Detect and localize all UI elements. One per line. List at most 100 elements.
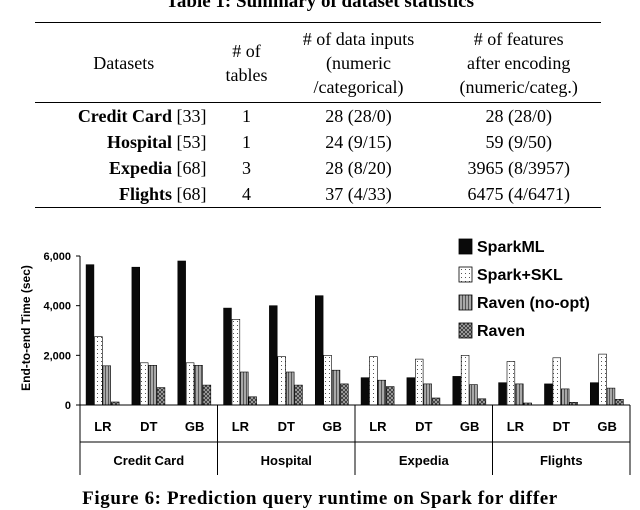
- header-features-line: after encoding: [466, 53, 571, 73]
- x-model-label: DT: [415, 419, 432, 434]
- legend-label: Raven (no-opt): [477, 295, 590, 312]
- features-cell: 59 (9/50): [485, 131, 552, 152]
- tables-cell: 1: [242, 105, 252, 126]
- bar-raven-no-opt: [606, 387, 616, 406]
- y-tick-label: 6,000: [43, 251, 71, 263]
- x-model-label: GB: [597, 419, 617, 434]
- x-model-label: LR: [507, 419, 525, 434]
- header-tables: # of tables: [212, 23, 280, 103]
- dataset-ref: [53]: [176, 131, 207, 152]
- x-model-label: LR: [232, 419, 250, 434]
- table-header-row: Datasets # of tables # of data inputs (n…: [35, 22, 601, 103]
- header-inputs-line: (numeric: [326, 53, 391, 73]
- legend-label: Spark+SKL: [477, 267, 563, 284]
- legend-swatch: [458, 266, 473, 283]
- bar-raven-no-opt: [423, 383, 432, 406]
- bar-raven: [294, 384, 303, 406]
- bar-spark-skl: [140, 362, 149, 406]
- bar-raven: [431, 397, 441, 406]
- bar-raven-no-opt: [148, 365, 157, 406]
- features-cell: 6475 (4/6471): [467, 183, 570, 204]
- dataset-ref: [68]: [176, 183, 207, 204]
- bar-raven-no-opt: [240, 371, 249, 406]
- header-data-inputs: # of data inputs (numeric /categorical): [281, 23, 437, 103]
- header-tables-line: # of: [232, 41, 261, 61]
- bar-spark-skl: [94, 336, 103, 406]
- table-row: Hospital [53] 1 24 (9/15) 59 (9/50): [35, 129, 601, 155]
- x-model-label: GB: [185, 419, 205, 434]
- bar-raven-no-opt: [331, 369, 341, 406]
- table-row: Credit Card [33] 1 28 (28/0) 28 (28/0): [35, 103, 601, 130]
- bar-spark-skl: [369, 356, 378, 406]
- legend-label: Raven: [477, 323, 525, 340]
- x-group-label: Expedia: [399, 453, 450, 468]
- bar-raven: [615, 399, 624, 406]
- bar-sparkml: [544, 383, 553, 406]
- legend-label: SparkML: [477, 239, 545, 256]
- bar-raven: [248, 396, 257, 406]
- bar-raven-no-opt: [102, 365, 112, 406]
- dataset-name: Hospital: [106, 131, 172, 152]
- y-axis-label: End-to-end Time (sec): [19, 265, 33, 391]
- x-model-label: DT: [140, 419, 157, 434]
- bar-raven: [477, 398, 487, 406]
- bar-spark-skl: [506, 361, 516, 406]
- inputs-cell: 24 (9/15): [325, 131, 392, 152]
- tables-cell: 4: [242, 183, 252, 204]
- legend-swatch: [458, 294, 473, 311]
- x-model-label: GB: [322, 419, 342, 434]
- inputs-cell: 28 (8/20): [325, 157, 392, 178]
- header-inputs-line: # of data inputs: [302, 29, 415, 49]
- bar-raven: [156, 387, 166, 406]
- y-tick-label: 0: [65, 400, 71, 412]
- bar-spark-skl: [185, 362, 195, 406]
- bar-spark-skl: [231, 319, 241, 406]
- dataset-name: Flights: [118, 183, 172, 204]
- bar-raven-no-opt: [469, 384, 478, 406]
- legend-swatch: [458, 238, 473, 255]
- bar-sparkml: [177, 260, 186, 406]
- bar-sparkml: [85, 264, 95, 406]
- x-model-label: GB: [460, 419, 480, 434]
- dataset-statistics-table: Datasets # of tables # of data inputs (n…: [35, 22, 601, 208]
- x-group-label: Credit Card: [113, 453, 184, 468]
- y-tick-label: 4,000: [43, 301, 71, 313]
- bar-raven-no-opt: [560, 388, 570, 406]
- bar-sparkml: [269, 305, 278, 406]
- figure-caption: Figure 6: Prediction query runtime on Sp…: [82, 488, 558, 509]
- bar-sparkml: [223, 307, 232, 406]
- table-caption: Table 1: Summary of dataset statistics: [165, 0, 475, 12]
- dataset-name: Expedia: [108, 157, 172, 178]
- header-features-line: (numeric/categ.): [459, 77, 578, 97]
- y-tick-label: 2,000: [43, 350, 71, 362]
- bar-sparkml: [360, 377, 370, 406]
- table-row: Flights [68] 4 37 (4/33) 6475 (4/6471): [35, 181, 601, 208]
- bar-spark-skl: [552, 357, 562, 406]
- dataset-cell: Expedia [68]: [35, 155, 212, 181]
- header-datasets: Datasets: [93, 53, 155, 73]
- table-row: Expedia [68] 3 28 (8/20) 3965 (8/3957): [35, 155, 601, 181]
- dataset-cell: Credit Card [33]: [35, 103, 212, 130]
- x-model-label: LR: [94, 419, 112, 434]
- bar-sparkml: [498, 382, 507, 406]
- bar-spark-skl: [277, 356, 286, 406]
- features-cell: 3965 (8/3957): [467, 157, 570, 178]
- bar-spark-skl: [598, 353, 607, 406]
- header-features-line: # of features: [473, 29, 564, 49]
- dataset-name: Credit Card: [77, 105, 172, 126]
- x-model-label: DT: [278, 419, 295, 434]
- features-cell: 28 (28/0): [485, 105, 552, 126]
- bar-raven-no-opt: [285, 371, 295, 406]
- x-model-label: LR: [369, 419, 387, 434]
- header-inputs-line: /categorical): [313, 77, 404, 97]
- bar-raven: [340, 383, 349, 406]
- inputs-cell: 37 (4/33): [325, 183, 392, 204]
- bar-raven-no-opt: [515, 383, 524, 406]
- dataset-cell: Hospital [53]: [35, 129, 212, 155]
- bar-spark-skl: [414, 358, 424, 406]
- bar-sparkml: [131, 266, 140, 406]
- tables-cell: 3: [242, 157, 252, 178]
- bar-spark-skl: [323, 355, 332, 406]
- x-model-label: DT: [553, 419, 570, 434]
- bar-sparkml: [452, 376, 461, 406]
